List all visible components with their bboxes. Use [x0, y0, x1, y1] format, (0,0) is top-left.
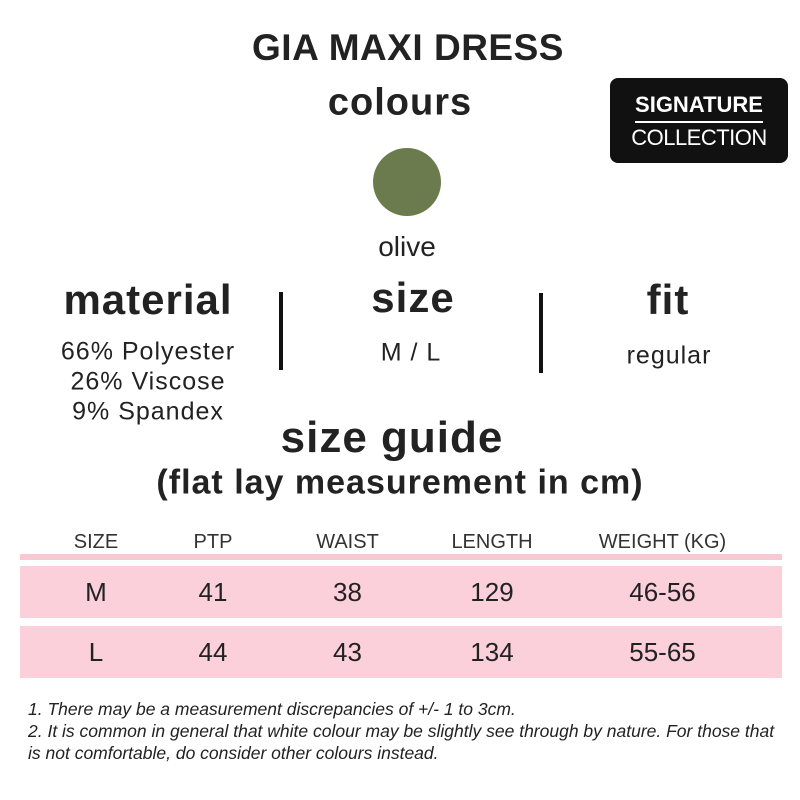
column-header: WEIGHT (KG) [598, 530, 727, 553]
colour-name: olive [378, 231, 436, 262]
cell: M [20, 566, 172, 618]
cell: 129 [441, 566, 543, 618]
material-line: 66% Polyester [60, 337, 236, 366]
size-guide-subtitle: (flat lay measurement in cm) [156, 463, 644, 502]
column-header: PTP [193, 530, 233, 553]
badge-line: SIGNATURE [635, 92, 763, 123]
separator [539, 293, 543, 373]
note: 1. There may be a measurement discrepanc… [28, 699, 516, 719]
note: 2. It is common in general that white co… [28, 721, 775, 763]
column-header: SIZE [73, 530, 119, 553]
title: GIA MAXI DRESS [252, 27, 564, 68]
table-row: M 41 38 129 46-56 [20, 566, 782, 618]
size-table: SIZE PTP WAIST LENGTH WEIGHT (KG) M 41 3… [20, 518, 782, 686]
size-guide-title: size guide [280, 413, 504, 462]
cell: 44 [172, 626, 254, 678]
cell: L [20, 626, 172, 678]
size-value: M / L [380, 338, 442, 367]
badge: SIGNATURE COLLECTION [610, 78, 788, 163]
cell: 55-65 [543, 626, 782, 678]
badge-line: COLLECTION [631, 125, 767, 150]
cell: 134 [441, 626, 543, 678]
table-row: L 44 43 134 55-65 [20, 626, 782, 678]
separator [279, 292, 283, 370]
cell: 46-56 [543, 566, 782, 618]
colour-swatch [373, 148, 441, 216]
material-line: 26% Viscose [70, 367, 226, 396]
fit-heading: fit [646, 276, 690, 323]
size-heading: size [371, 274, 455, 321]
material-heading: material [63, 276, 233, 323]
fit-value: regular [626, 341, 712, 370]
column-header: LENGTH [451, 530, 533, 553]
cell: 38 [254, 566, 441, 618]
cell: 41 [172, 566, 254, 618]
material-line: 9% Spandex [72, 397, 224, 426]
column-header: WAIST [316, 530, 379, 553]
header-strip [20, 554, 782, 560]
subtitle: colours [327, 81, 473, 124]
cell: 43 [254, 626, 441, 678]
notes: 1. There may be a measurement discrepanc… [28, 698, 788, 764]
header-row: SIZE PTP WAIST LENGTH WEIGHT (KG) [20, 526, 782, 558]
